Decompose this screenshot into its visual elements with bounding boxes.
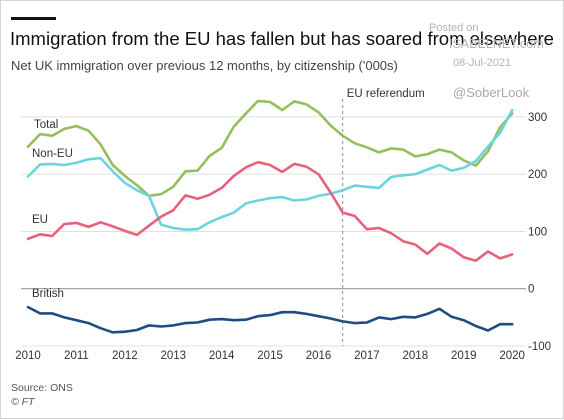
y-tick-label: 200: [528, 169, 547, 181]
eu-referendum-label: EU referendum: [347, 88, 425, 100]
x-tick-label: 2014: [209, 350, 235, 362]
x-tick-label: 2010: [15, 350, 41, 362]
x-tick-label: 2015: [257, 350, 283, 362]
chart-subtitle: Net UK immigration over previous 12 mont…: [11, 58, 398, 73]
x-tick-label: 2018: [403, 350, 429, 362]
x-tick-label: 2011: [64, 350, 89, 362]
watermark-date: 08-Jul-2021: [453, 57, 512, 69]
series-line-non-eu: [26, 108, 514, 231]
series-label-non-eu: Non-EU: [32, 148, 73, 160]
watermark-site: ISABELNET.com: [449, 37, 544, 51]
x-tick-label: 2019: [451, 350, 477, 362]
series-line-total: [26, 99, 514, 198]
series-line-british: [26, 305, 514, 334]
series-label-eu: EU: [32, 214, 48, 226]
credit-note: © FT: [11, 396, 35, 408]
watermark-handle: @SoberLook: [453, 85, 530, 100]
x-tick-label: 2017: [354, 350, 380, 362]
series-label-total: Total: [34, 119, 58, 131]
y-tick-label: 100: [528, 226, 547, 238]
x-tick-label: 2013: [160, 350, 186, 362]
x-tick-label: 2016: [306, 350, 332, 362]
series-label-british: British: [32, 288, 64, 300]
watermark-posted: Posted on: [429, 22, 479, 34]
x-tick-label: 2020: [499, 350, 525, 362]
x-tick-label: 2012: [112, 350, 138, 362]
series-line-eu: [26, 160, 514, 262]
source-note: Source: ONS: [11, 382, 73, 394]
chart-title: Immigration from the EU has fallen but h…: [10, 28, 554, 49]
y-tick-label: 300: [528, 112, 547, 124]
title-accent-bar: [11, 17, 56, 20]
y-tick-label: -100: [528, 341, 551, 353]
y-tick-label: 0: [528, 284, 534, 296]
